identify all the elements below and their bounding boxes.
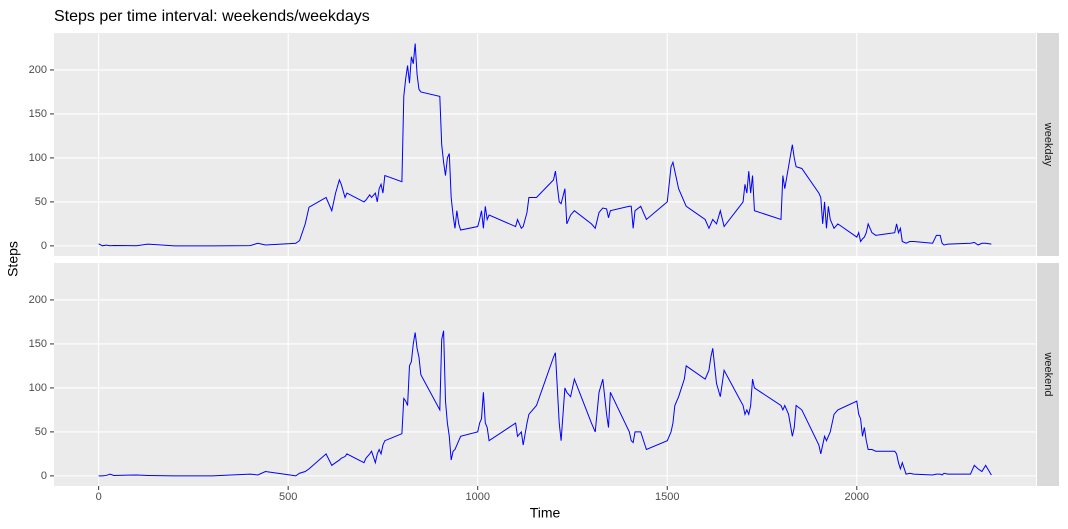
x-axis-title: Time (530, 505, 561, 521)
x-tick-label: 500 (279, 491, 297, 503)
facet-strip (1037, 33, 1059, 256)
y-tick-label: 50 (35, 196, 47, 208)
x-tick-label: 0 (96, 491, 102, 503)
panel-background (54, 33, 1036, 256)
y-tick-label: 0 (41, 240, 47, 252)
y-tick-label: 200 (29, 294, 47, 306)
facet-strip-label: weekday (1042, 122, 1054, 167)
y-tick-label: 150 (29, 108, 47, 120)
facet-strip-label: weekend (1042, 351, 1054, 396)
x-tick-label: 1500 (655, 491, 679, 503)
y-tick-label: 50 (35, 426, 47, 438)
y-tick-label: 0 (41, 470, 47, 482)
y-tick-label: 150 (29, 338, 47, 350)
facet-strip (1037, 263, 1059, 486)
y-tick-label: 100 (29, 152, 47, 164)
data-line (98, 330, 992, 477)
panel-background (54, 263, 1036, 486)
x-tick-label: 2000 (845, 491, 869, 503)
y-tick-label: 100 (29, 382, 47, 394)
data-line (98, 43, 992, 247)
y-tick-label: 200 (29, 64, 47, 76)
x-tick-label: 1000 (465, 491, 489, 503)
chart-title: Steps per time interval: weekends/weekda… (54, 8, 370, 25)
y-axis-title: Steps (5, 241, 21, 277)
